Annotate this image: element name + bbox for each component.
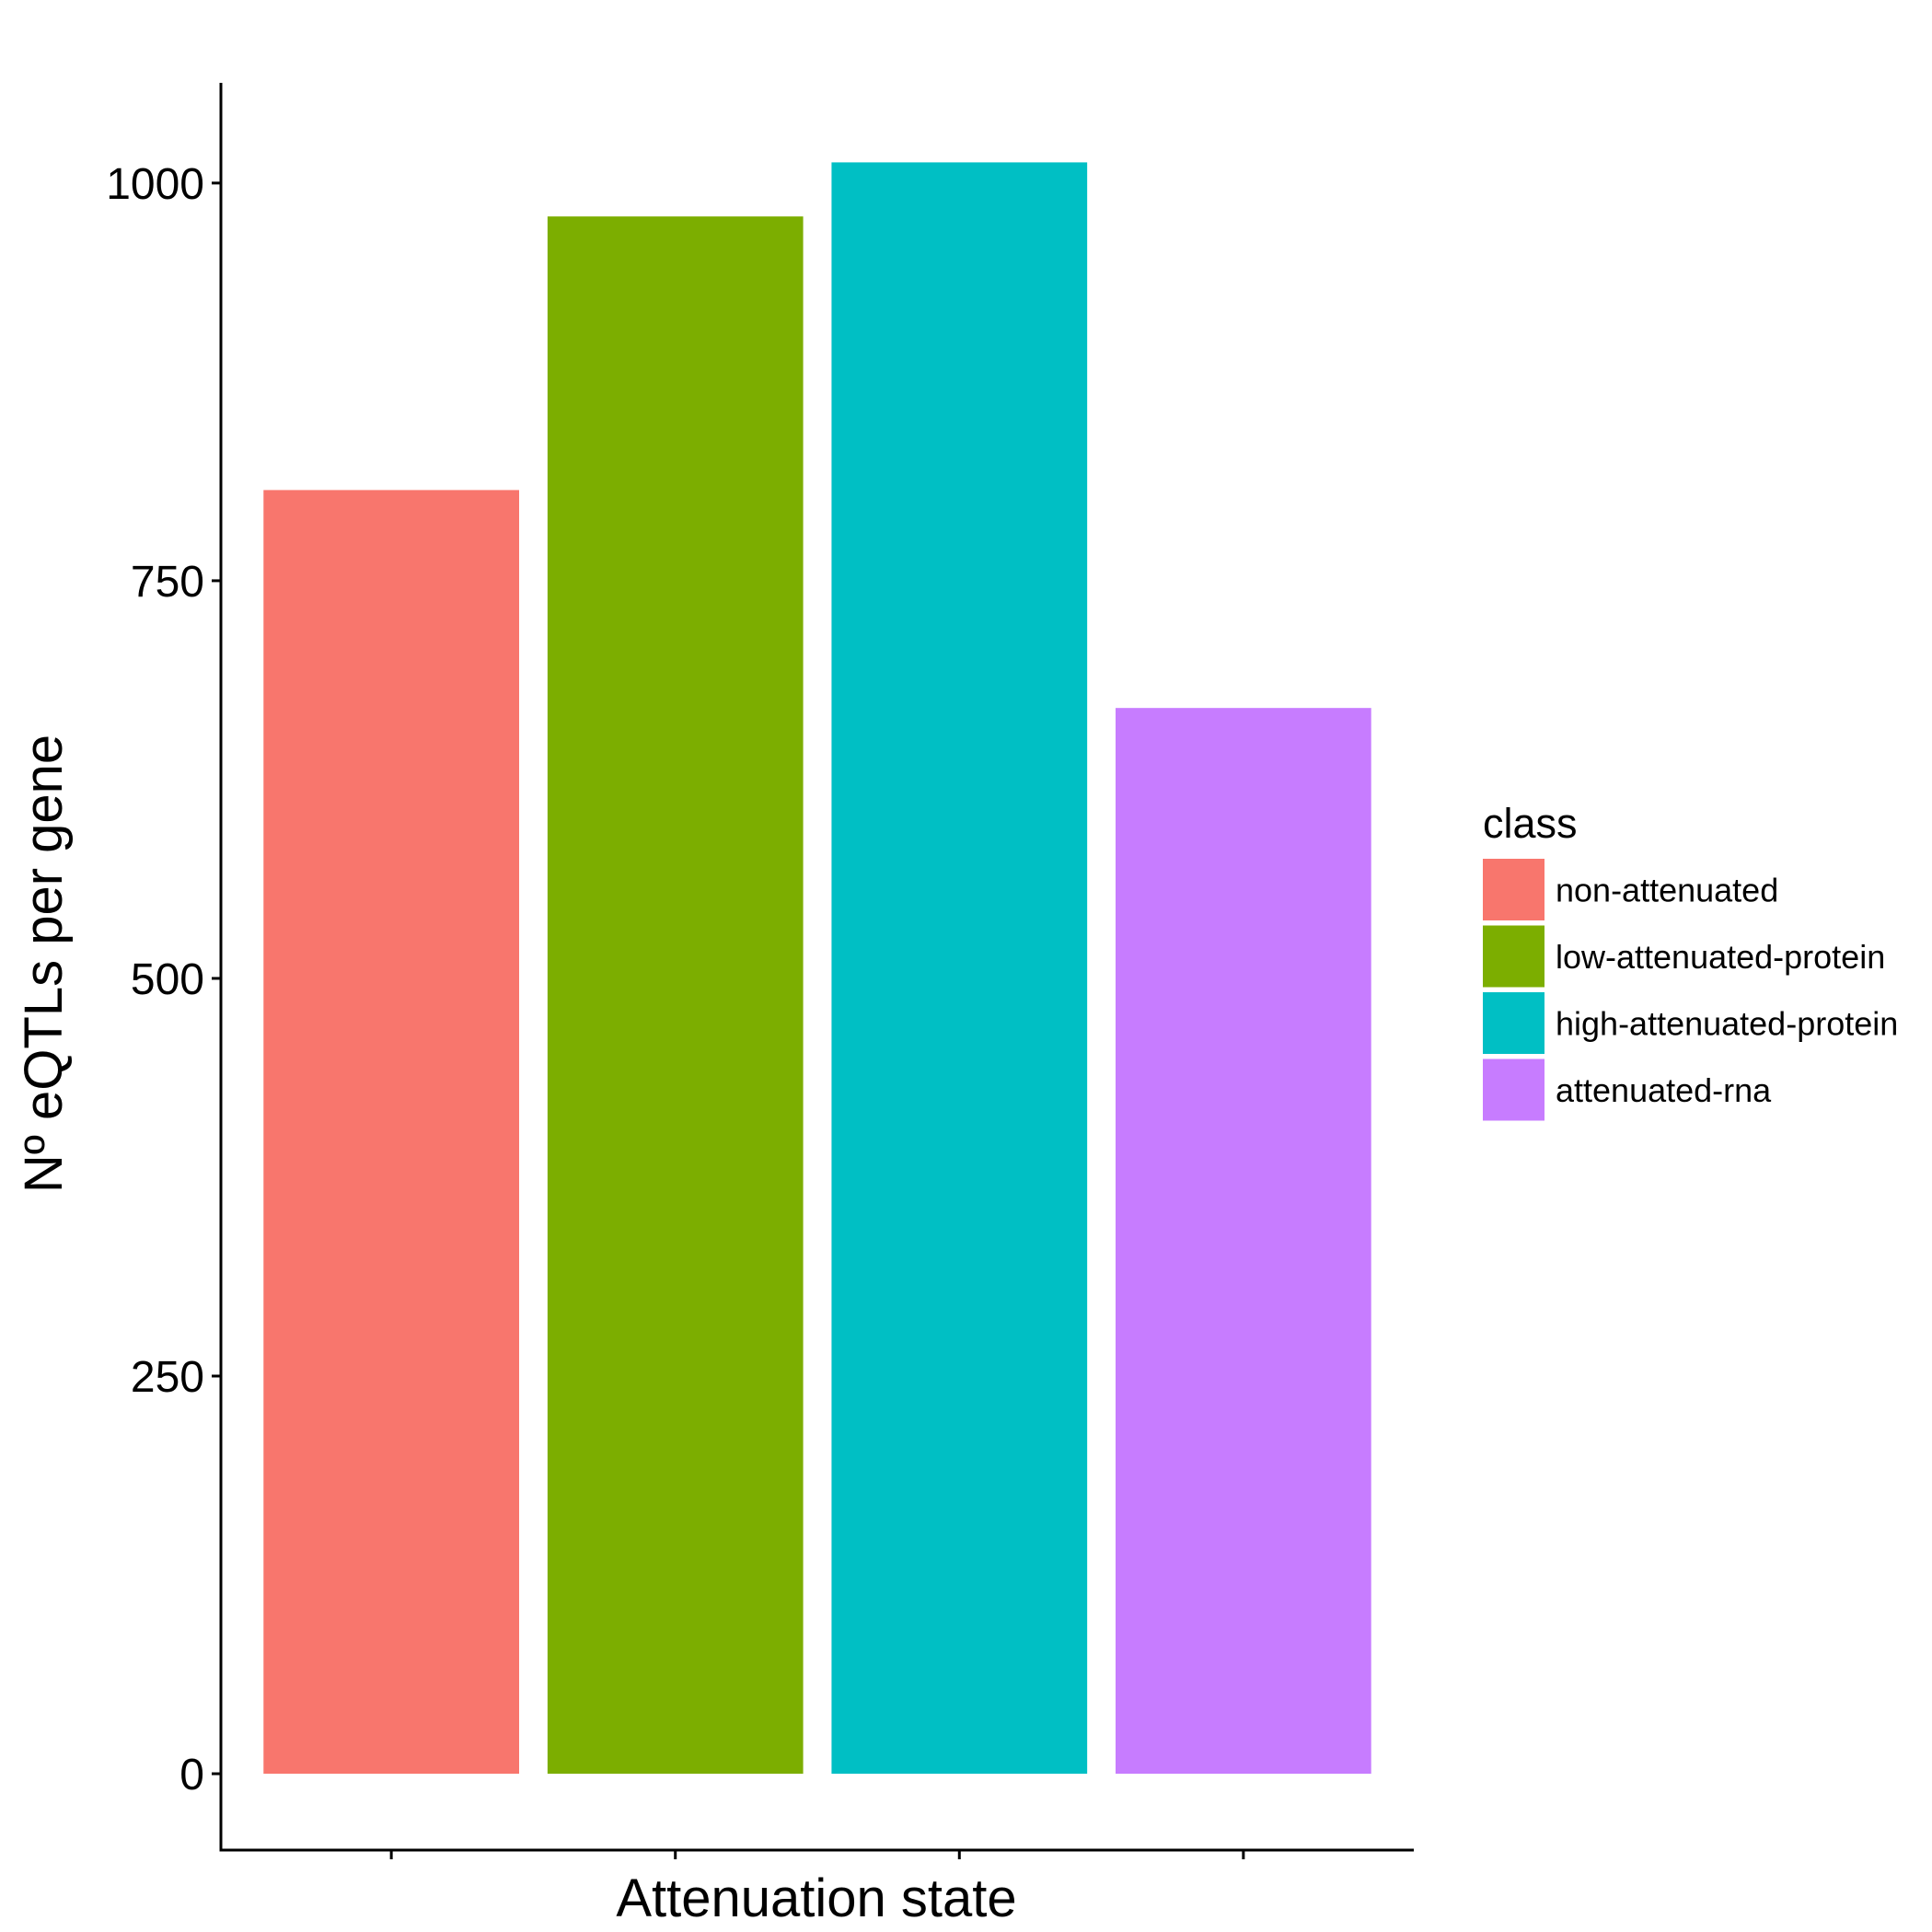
legend-label: high-attenuated-protein bbox=[1556, 1005, 1898, 1043]
legend-key-attenuated-rna bbox=[1483, 1059, 1544, 1121]
bar-attenuated-rna bbox=[1116, 708, 1371, 1775]
y-tick-label: 750 bbox=[131, 558, 204, 607]
x-axis-title: Attenuation state bbox=[616, 1868, 1016, 1928]
x-axis bbox=[219, 1848, 1414, 1859]
legend-label: attenuated-rna bbox=[1556, 1071, 1772, 1109]
legend-key-non-attenuated bbox=[1483, 859, 1544, 920]
bar-low-attenuated-protein bbox=[547, 216, 804, 1775]
y-axis: 0 250 500 750 1000 bbox=[106, 83, 223, 1852]
y-tick-label: 0 bbox=[179, 1751, 204, 1799]
bar-non-attenuated bbox=[263, 490, 519, 1775]
legend-key-high-attenuated-protein bbox=[1483, 992, 1544, 1054]
bars bbox=[263, 162, 1371, 1775]
y-tick-label: 250 bbox=[131, 1353, 204, 1402]
legend-label: non-attenuated bbox=[1556, 872, 1778, 909]
y-tick-label: 1000 bbox=[106, 160, 204, 209]
legend: class non-attenuated low-attenuated-prote… bbox=[1483, 800, 1898, 1121]
bar-high-attenuated-protein bbox=[831, 162, 1088, 1775]
legend-key-low-attenuated-protein bbox=[1483, 925, 1544, 988]
y-tick-label: 500 bbox=[131, 955, 204, 1004]
y-axis-title: Nº eQTLs per gene bbox=[14, 735, 74, 1193]
legend-title: class bbox=[1483, 800, 1578, 847]
legend-label: low-attenuated-protein bbox=[1556, 938, 1885, 976]
